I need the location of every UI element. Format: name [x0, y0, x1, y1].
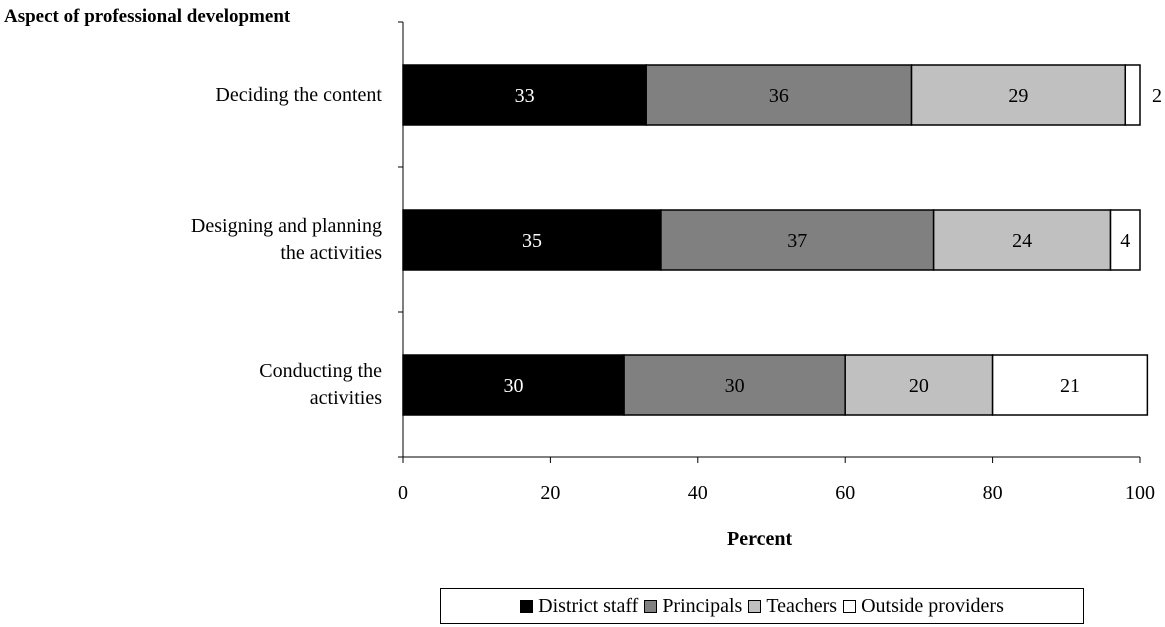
bar-0-1	[645, 64, 913, 126]
data-label-0-0: 33	[515, 85, 535, 107]
data-label-0-3: 2	[1152, 85, 1162, 107]
category-label-line: Designing and planning	[190, 215, 382, 237]
category-label-2: Conducting the activities	[2, 358, 382, 412]
bar-1-3	[1109, 209, 1141, 271]
category-label-1: Designing and planning the activities	[2, 213, 382, 267]
bar-1-0	[402, 209, 662, 271]
bar-2-2	[844, 354, 994, 416]
legend-swatch	[843, 599, 857, 613]
x-tick-label-80: 80	[983, 482, 1003, 504]
bar-2-1	[623, 354, 846, 416]
x-tick-label-0: 0	[398, 482, 408, 504]
legend-swatch	[520, 599, 534, 613]
legend-item-3: Outside providers	[843, 595, 1004, 618]
category-label-line: the activities	[280, 242, 382, 264]
data-label-1-2: 24	[1012, 230, 1032, 252]
x-tick-label-60: 60	[835, 482, 855, 504]
x-tick-label-20: 20	[540, 482, 560, 504]
x-tick-label-100: 100	[1125, 482, 1155, 504]
legend: District staff Principals Teachers Outside …	[440, 588, 1084, 624]
data-label-1-3: 4	[1120, 230, 1130, 252]
legend-label: Principals	[662, 594, 743, 617]
data-label-1-1: 37	[787, 230, 807, 252]
bar-2-3	[991, 354, 1149, 416]
legend-label: Teachers	[766, 594, 838, 617]
data-label-2-0: 30	[504, 375, 524, 397]
category-label-line: activities	[309, 387, 382, 409]
category-label-line: Deciding the content	[215, 83, 382, 106]
bar-0-3	[1124, 64, 1141, 126]
data-label-2-2: 20	[909, 375, 929, 397]
data-label-0-1: 36	[769, 85, 789, 107]
data-label-0-2: 29	[1008, 85, 1028, 107]
legend-item-1: Principals	[644, 595, 742, 618]
data-label-2-1: 30	[725, 375, 745, 397]
category-label-0: Deciding the content	[2, 82, 382, 109]
bar-1-1	[660, 209, 935, 271]
legend-label: District staff	[538, 594, 639, 617]
data-label-1-0: 35	[522, 230, 542, 252]
bar-0-0	[402, 64, 647, 126]
y-axis-title: Aspect of professional development	[4, 6, 291, 27]
legend-swatch	[644, 599, 658, 613]
category-label-line: Conducting the	[259, 360, 382, 382]
legend-label: Outside providers	[861, 594, 1004, 617]
x-tick-label-40: 40	[688, 482, 708, 504]
bar-2-0	[402, 354, 625, 416]
bar-1-2	[932, 209, 1112, 271]
data-label-2-3: 21	[1060, 375, 1080, 397]
x-axis-title: Percent	[727, 528, 793, 550]
legend-swatch	[748, 599, 762, 613]
legend-item-2: Teachers	[748, 595, 837, 618]
legend-item-0: District staff	[520, 595, 638, 618]
